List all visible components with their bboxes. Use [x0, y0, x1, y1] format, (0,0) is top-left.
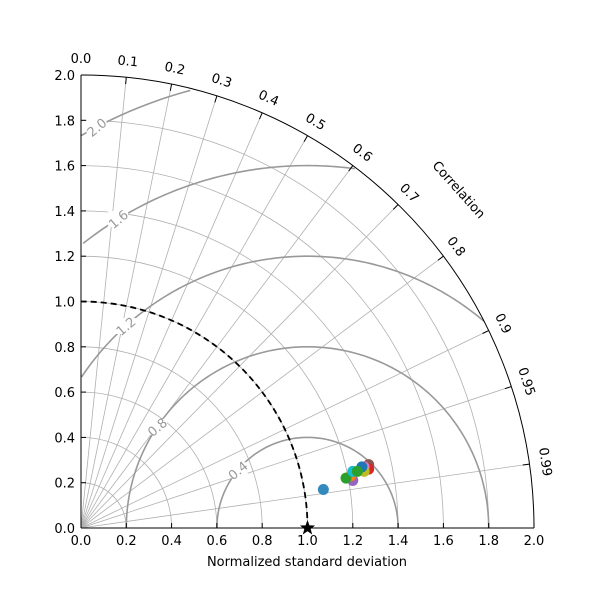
correlation-tick [392, 204, 399, 210]
x-tick-label: 0.4 [161, 534, 182, 549]
rms-contour-label-bg [147, 418, 168, 435]
rms-contour [125, 345, 490, 529]
y-tick-label: 0.4 [54, 431, 75, 446]
std-grid-arc [80, 119, 490, 529]
std-grid-arc [80, 346, 263, 529]
data-point [340, 472, 352, 484]
correlation-tick-label: 0.6 [349, 141, 375, 165]
x-tick-label: 1.0 [297, 534, 318, 549]
correlation-tick-label: 0.2 [163, 60, 186, 79]
correlation-tick [303, 135, 308, 142]
correlation-tick-label: 0.7 [396, 181, 421, 206]
correlation-tick [522, 463, 530, 466]
std-grid-arc [80, 210, 399, 529]
correlation-tick-label: 0.8 [443, 234, 467, 260]
correlation-tick-label: 0.5 [302, 111, 327, 134]
correlation-tick [348, 165, 354, 172]
correlation-tick-label: 0.95 [514, 366, 537, 398]
correlation-tick [504, 386, 512, 390]
std-grid-arc [80, 391, 218, 529]
x-tick-label: 0.0 [71, 534, 92, 549]
y-tick-label: 0.8 [54, 341, 75, 356]
std-grid-arc [80, 482, 127, 529]
correlation-tick-label: 0.1 [117, 53, 139, 70]
outer-arc [80, 74, 535, 529]
x-tick-label: 2.0 [524, 534, 545, 549]
correlation-grid-line [80, 135, 308, 529]
correlation-grid-line [80, 95, 218, 529]
correlation-tick-label: 0.4 [256, 88, 281, 110]
y-tick-label: 1.4 [54, 205, 75, 220]
correlation-tick-label: 0.3 [209, 71, 233, 92]
frame-layer [80, 74, 535, 529]
std-grid-arc [80, 165, 444, 529]
y-tick-label: 0.2 [54, 477, 75, 492]
x-tick-label: 1.2 [342, 534, 363, 549]
correlation-axis-label: Correlation [429, 159, 488, 222]
x-tick-label: 1.8 [478, 534, 499, 549]
x-tick-label: 0.8 [252, 534, 273, 549]
rms-contour-layer: 0.40.81.21.62.0 [80, 89, 490, 529]
reference-std-arc [80, 300, 309, 529]
data-point [317, 483, 329, 495]
correlation-tick-label: 0.9 [491, 311, 514, 336]
data-point [351, 465, 363, 477]
y-tick-label: 2.0 [54, 69, 75, 84]
correlation-grid-line [80, 165, 354, 529]
correlation-tick [169, 84, 173, 91]
rms-contour-label-bg [115, 318, 136, 335]
point-layer [299, 459, 375, 535]
x-tick-label: 1.4 [388, 534, 409, 549]
rms-contour [82, 164, 355, 245]
y-tick-label: 0.0 [54, 522, 75, 537]
correlation-tick [214, 95, 218, 103]
rms-contour [216, 436, 399, 529]
rms-contour [80, 255, 485, 378]
y-tick-label: 1.0 [54, 296, 75, 311]
rms-contour-label-bg [108, 211, 129, 228]
rms-contour-label-bg [227, 462, 248, 479]
correlation-tick [437, 255, 444, 261]
grid-layer [80, 77, 530, 529]
std-grid-arc [80, 255, 354, 529]
correlation-tick [125, 77, 127, 85]
correlation-tick [259, 112, 263, 120]
y-tick-label: 1.8 [54, 114, 75, 129]
x-tick-label: 0.2 [116, 534, 137, 549]
correlation-tick-label: 0.99 [535, 447, 554, 478]
y-tick-label: 1.2 [54, 250, 75, 265]
rms-contour-label-bg [86, 119, 107, 136]
y-tick-label: 1.6 [54, 160, 75, 175]
x-tick-label: 0.6 [207, 534, 228, 549]
x-axis-label: Normalized standard deviation [207, 555, 407, 570]
correlation-tick [482, 330, 489, 334]
correlation-tick-label: 0.0 [71, 52, 92, 67]
x-tick-label: 1.6 [433, 534, 454, 549]
reference-star-marker [299, 520, 316, 535]
y-tick-label: 0.6 [54, 386, 75, 401]
